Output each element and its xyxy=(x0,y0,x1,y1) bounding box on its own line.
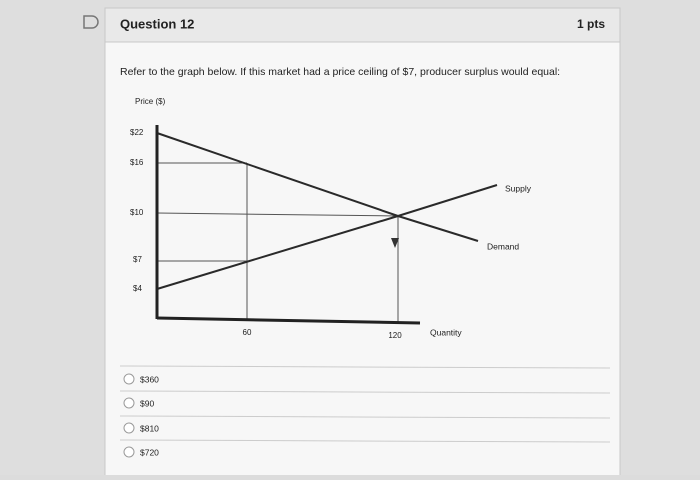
answer-option[interactable]: $360 xyxy=(140,374,159,384)
supply-label: Supply xyxy=(505,183,532,193)
answer-option[interactable]: $90 xyxy=(140,398,154,408)
x-axis xyxy=(156,316,421,325)
supply-line xyxy=(156,184,498,290)
x-axis-label: Quantity xyxy=(430,327,462,337)
separator xyxy=(119,415,611,419)
radio-button[interactable] xyxy=(123,397,135,409)
flag-icon[interactable] xyxy=(83,15,99,29)
question-title: Question 12 xyxy=(120,16,194,31)
separator xyxy=(119,439,611,443)
question-text: Refer to the graph below. If this market… xyxy=(120,66,560,78)
demand-label: Demand xyxy=(487,241,519,251)
answer-option[interactable]: $810 xyxy=(140,423,159,433)
answer-list: $360 $90 $810 $720 xyxy=(119,365,611,458)
y-axis-label: Price ($) xyxy=(135,97,166,106)
y-tick-label: $4 xyxy=(133,284,142,293)
radio-button[interactable] xyxy=(123,446,135,458)
radio-button[interactable] xyxy=(123,373,135,385)
y-tick-label: $16 xyxy=(130,158,144,167)
question-header xyxy=(104,7,621,43)
separator xyxy=(119,390,611,394)
graph: Price ($) $22 $16 $10 $7 $4 60 120 Quant… xyxy=(130,97,532,340)
guide-line xyxy=(156,212,399,217)
answer-option[interactable]: $720 xyxy=(140,447,159,457)
radio-button[interactable] xyxy=(123,422,135,434)
arrow xyxy=(391,238,399,248)
question-card xyxy=(104,7,621,479)
y-tick-label: $22 xyxy=(130,128,144,137)
separator xyxy=(119,365,611,369)
y-tick-label: $7 xyxy=(133,255,142,264)
x-tick-label: 60 xyxy=(243,328,252,337)
x-tick-label: 120 xyxy=(388,331,402,340)
points: 1 pts xyxy=(577,17,605,31)
y-tick-label: $10 xyxy=(130,208,144,217)
